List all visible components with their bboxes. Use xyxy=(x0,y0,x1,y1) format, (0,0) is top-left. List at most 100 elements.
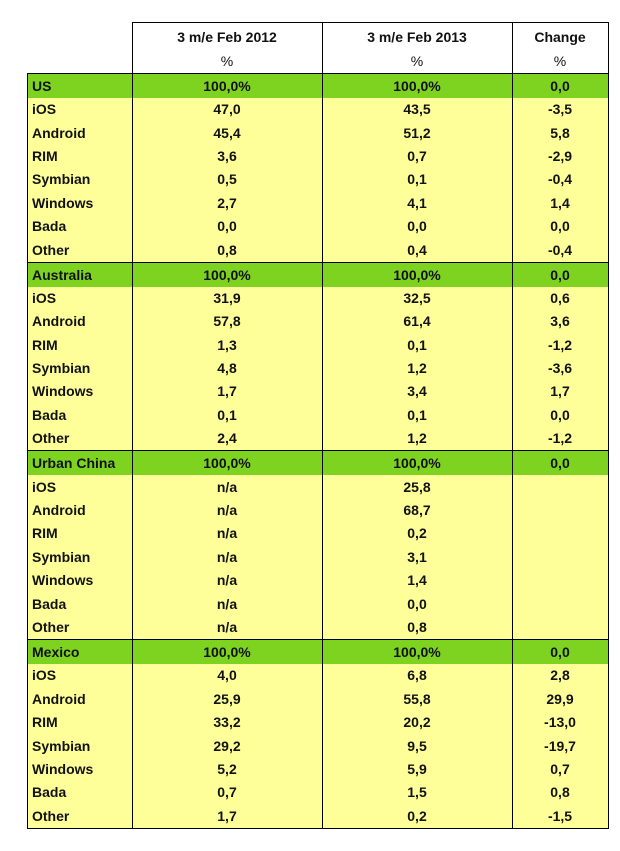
share-2013: 0,2 xyxy=(321,522,512,546)
share-2013: 3,1 xyxy=(321,545,512,570)
share-change: -13,0 xyxy=(511,710,609,735)
share-change: -3,5 xyxy=(511,98,609,122)
share-2013: 0,0 xyxy=(321,592,512,616)
share-2012: n/a xyxy=(131,592,322,616)
share-2013: 9,5 xyxy=(321,734,512,758)
platform-name: Windows xyxy=(27,569,132,593)
table-row: Android 45,4 51,2 5,8 xyxy=(27,121,609,145)
table-row: RIM 33,2 20,2 -13,0 xyxy=(27,710,609,735)
table-row: RIM 3,6 0,7 -2,9 xyxy=(27,144,609,169)
share-2012: 1,3 xyxy=(131,333,322,357)
platform-name: iOS xyxy=(27,475,132,499)
table-row: Windows n/a 1,4 xyxy=(27,569,609,593)
region-total-2013: 100,0% xyxy=(321,261,512,287)
platform-name: Bada xyxy=(27,592,132,616)
platform-name: RIM xyxy=(27,522,132,546)
share-change: -1,2 xyxy=(511,333,609,357)
share-2012: 4,8 xyxy=(131,356,322,381)
share-change: 0,8 xyxy=(511,781,609,805)
share-change: 0,7 xyxy=(511,757,609,782)
share-2013: 1,5 xyxy=(321,781,512,805)
table-header: 3 m/e Feb 2012 3 m/e Feb 2013 Change % %… xyxy=(27,22,609,74)
table-row: iOS 4,0 6,8 2,8 xyxy=(27,664,609,688)
table-row: Bada 0,1 0,1 0,0 xyxy=(27,403,609,428)
platform-name: Android xyxy=(27,310,132,334)
share-2013: 6,8 xyxy=(321,664,512,688)
share-2013: 4,1 xyxy=(321,191,512,215)
share-change: 2,8 xyxy=(511,664,609,688)
share-2013: 55,8 xyxy=(321,687,512,711)
share-change: -1,5 xyxy=(511,804,609,829)
table-row: Android 57,8 61,4 3,6 xyxy=(27,310,609,334)
share-2013: 0,7 xyxy=(321,144,512,169)
table-row: Bada 0,0 0,0 0,0 xyxy=(27,214,609,239)
table-row: RIM n/a 0,2 xyxy=(27,522,609,546)
section-header-row: Australia 100,0% 100,0% 0,0 xyxy=(27,261,609,287)
share-2012: n/a xyxy=(131,475,322,499)
table-row: Android 25,9 55,8 29,9 xyxy=(27,687,609,711)
share-2013: 5,9 xyxy=(321,757,512,782)
share-2013: 1,4 xyxy=(321,569,512,593)
share-change xyxy=(511,498,609,523)
header-2013-unit: % xyxy=(321,49,512,74)
share-2012: n/a xyxy=(131,569,322,593)
share-2012: 33,2 xyxy=(131,710,322,735)
share-2013: 3,4 xyxy=(321,380,512,404)
region-total-change: 0,0 xyxy=(511,73,609,98)
platform-name: RIM xyxy=(27,333,132,357)
table-row: Symbian 0,5 0,1 -0,4 xyxy=(27,168,609,192)
section-header-row: US 100,0% 100,0% 0,0 xyxy=(27,73,609,98)
table-row: iOS 47,0 43,5 -3,5 xyxy=(27,98,609,122)
platform-name: Android xyxy=(27,498,132,523)
table-row: RIM 1,3 0,1 -1,2 xyxy=(27,333,609,357)
share-change: 3,6 xyxy=(511,310,609,334)
share-2012: n/a xyxy=(131,615,322,640)
header-2013: 3 m/e Feb 2013 xyxy=(321,22,512,49)
share-2013: 0,2 xyxy=(321,804,512,829)
share-2012: 31,9 xyxy=(131,286,322,311)
share-2013: 0,4 xyxy=(321,238,512,263)
platform-name: Bada xyxy=(27,214,132,239)
share-change xyxy=(511,569,609,593)
share-change: -2,9 xyxy=(511,144,609,169)
share-2013: 1,2 xyxy=(321,427,512,451)
table-row: Symbian n/a 3,1 xyxy=(27,545,609,570)
share-2012: n/a xyxy=(131,498,322,523)
share-2013: 68,7 xyxy=(321,498,512,523)
header-corner-unit xyxy=(27,49,132,74)
share-2012: 57,8 xyxy=(131,310,322,334)
share-2012: 1,7 xyxy=(131,804,322,829)
table-row: Windows 1,7 3,4 1,7 xyxy=(27,380,609,404)
share-2012: 0,7 xyxy=(131,781,322,805)
region-total-2012: 100,0% xyxy=(131,261,322,287)
share-2012: 5,2 xyxy=(131,757,322,782)
share-2013: 25,8 xyxy=(321,475,512,499)
region-total-2013: 100,0% xyxy=(321,639,512,665)
platform-name: Symbian xyxy=(27,734,132,758)
share-change: 1,4 xyxy=(511,191,609,215)
table-row: Symbian 4,8 1,2 -3,6 xyxy=(27,356,609,381)
share-change: -19,7 xyxy=(511,734,609,758)
share-change xyxy=(511,592,609,616)
platform-name: iOS xyxy=(27,98,132,122)
share-change xyxy=(511,615,609,640)
table-row: Android n/a 68,7 xyxy=(27,498,609,523)
header-2012: 3 m/e Feb 2012 xyxy=(131,22,322,49)
share-2012: 0,0 xyxy=(131,214,322,239)
share-change: 0,6 xyxy=(511,286,609,311)
share-change: 1,7 xyxy=(511,380,609,404)
platform-name: Symbian xyxy=(27,356,132,381)
share-change: -3,6 xyxy=(511,356,609,381)
share-change xyxy=(511,522,609,546)
platform-name: Android xyxy=(27,687,132,711)
table-row: Windows 2,7 4,1 1,4 xyxy=(27,191,609,215)
region-total-2012: 100,0% xyxy=(131,450,322,476)
region-name: Urban China xyxy=(27,450,132,476)
platform-name: Other xyxy=(27,427,132,451)
table-body: US 100,0% 100,0% 0,0 iOS 47,0 43,5 -3,5 Android 4… xyxy=(27,73,609,829)
share-change: 0,0 xyxy=(511,214,609,239)
share-2012: 2,7 xyxy=(131,191,322,215)
platform-name: Android xyxy=(27,121,132,145)
platform-name: Bada xyxy=(27,403,132,428)
table-row: Symbian 29,2 9,5 -19,7 xyxy=(27,734,609,758)
